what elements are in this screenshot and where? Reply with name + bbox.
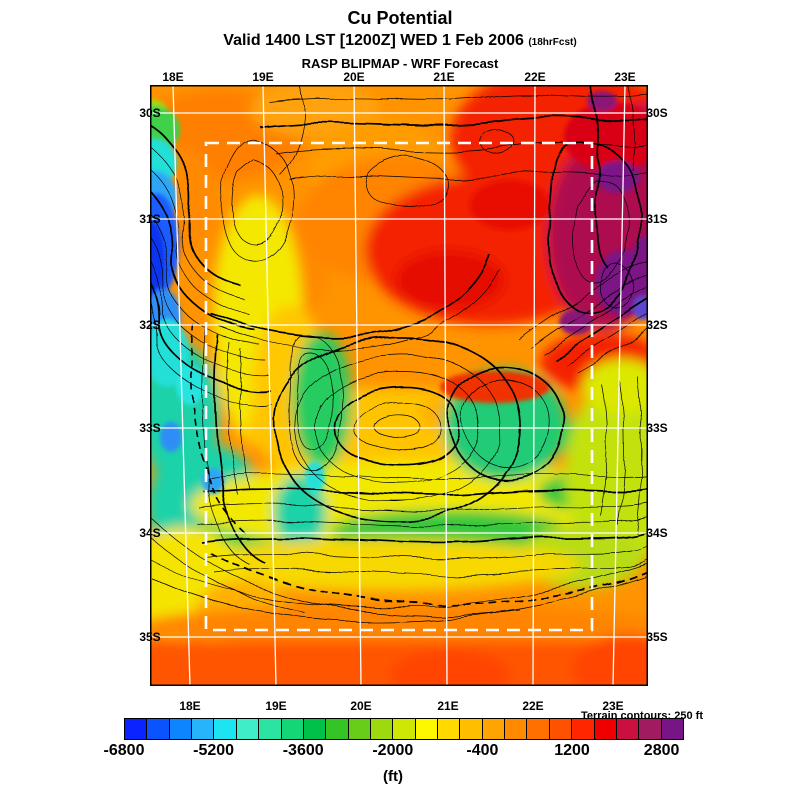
inner-domain-outline	[204, 141, 594, 632]
lat-label-left-31S: 31S	[139, 212, 161, 226]
colorbar-cells	[124, 718, 684, 740]
colorbar-cell	[302, 719, 326, 739]
colorbar-cell	[369, 719, 393, 739]
page-title: Cu Potential	[347, 8, 453, 28]
colorbar-units-label: (ft)	[383, 768, 403, 785]
lon-label-bottom-20E: 20E	[350, 699, 372, 713]
lat-label-right-30S: 30S	[646, 106, 668, 120]
lon-label-top-22E: 22E	[524, 70, 546, 84]
colorbar-cell	[414, 719, 438, 739]
colorbar-cell	[213, 719, 236, 739]
lon-label-top-21E: 21E	[433, 70, 455, 84]
lon-label-bottom-19E: 19E	[265, 699, 287, 713]
model-line: RASP BLIPMAP - WRF Forecast	[301, 56, 499, 71]
graticule	[150, 84, 648, 687]
lat-label-right-33S: 33S	[646, 421, 668, 435]
colorbar-cell	[280, 719, 303, 739]
colorbar-cell	[235, 719, 259, 739]
colorbar-cell	[504, 719, 527, 739]
lon-label-bottom-18E: 18E	[179, 699, 201, 713]
lon-label-bottom-22E: 22E	[522, 699, 544, 713]
lat-label-left-33S: 33S	[139, 421, 161, 435]
lat-label-right-32S: 32S	[646, 318, 668, 332]
colorbar-tick-label: 1200	[554, 742, 590, 759]
colorbar-cell	[459, 719, 482, 739]
map-canvas	[150, 84, 648, 687]
colorbar-cell	[168, 719, 192, 739]
colorbar-tick-label: -6800	[103, 742, 145, 759]
colorbar-cell	[347, 719, 370, 739]
colorbar-tick-label: 2800	[643, 742, 680, 759]
colorbar-cell	[437, 719, 460, 739]
colorbar-cell	[146, 719, 169, 739]
lon-label-top-23E: 23E	[614, 70, 636, 84]
colorbar-tick-label: -400	[466, 742, 499, 759]
colorbar-tick-label: -2000	[372, 742, 414, 759]
valid-time-text: Valid 1400 LST [1200Z] WED 1 Feb 2006	[223, 32, 524, 49]
lat-label-left-30S: 30S	[139, 106, 161, 120]
colorbar-cell	[481, 719, 505, 739]
lon-label-bottom-21E: 21E	[437, 699, 459, 713]
lon-label-bottom-23E: 23E	[602, 699, 624, 713]
lat-label-left-32S: 32S	[139, 318, 161, 332]
colorbar-cell	[258, 719, 281, 739]
colorbar-cell	[593, 719, 616, 739]
forecast-hour-tag: (18hrFcst)	[528, 37, 577, 48]
valid-time-line: Valid 1400 LST [1200Z] WED 1 Feb 2006 (1…	[0, 32, 800, 50]
colorbar-cell	[660, 719, 683, 739]
colorbar-cell	[125, 719, 147, 739]
colorbar-cell	[392, 719, 415, 739]
lat-label-left-34S: 34S	[139, 526, 161, 540]
colorbar-cell	[571, 719, 594, 739]
lon-label-top-20E: 20E	[343, 70, 365, 84]
lat-label-right-35S: 35S	[646, 630, 668, 644]
map-frame	[150, 85, 648, 686]
colorbar-tick-label: -5200	[193, 742, 235, 759]
colorbar-tick-label: -3600	[282, 742, 324, 759]
lat-label-left-35S: 35S	[139, 630, 161, 644]
colorbar-cell	[548, 719, 572, 739]
terrain-contours	[150, 85, 648, 622]
colorbar-cell	[191, 719, 214, 739]
colorbar-cell	[325, 719, 348, 739]
lat-label-right-34S: 34S	[646, 526, 668, 540]
colorbar-cell	[638, 719, 661, 739]
lon-label-top-19E: 19E	[252, 70, 274, 84]
colorbar-cell	[526, 719, 549, 739]
forecast-map	[150, 84, 648, 687]
colorbar-cell	[615, 719, 639, 739]
lon-label-top-18E: 18E	[162, 70, 184, 84]
lat-label-right-31S: 31S	[646, 212, 668, 226]
